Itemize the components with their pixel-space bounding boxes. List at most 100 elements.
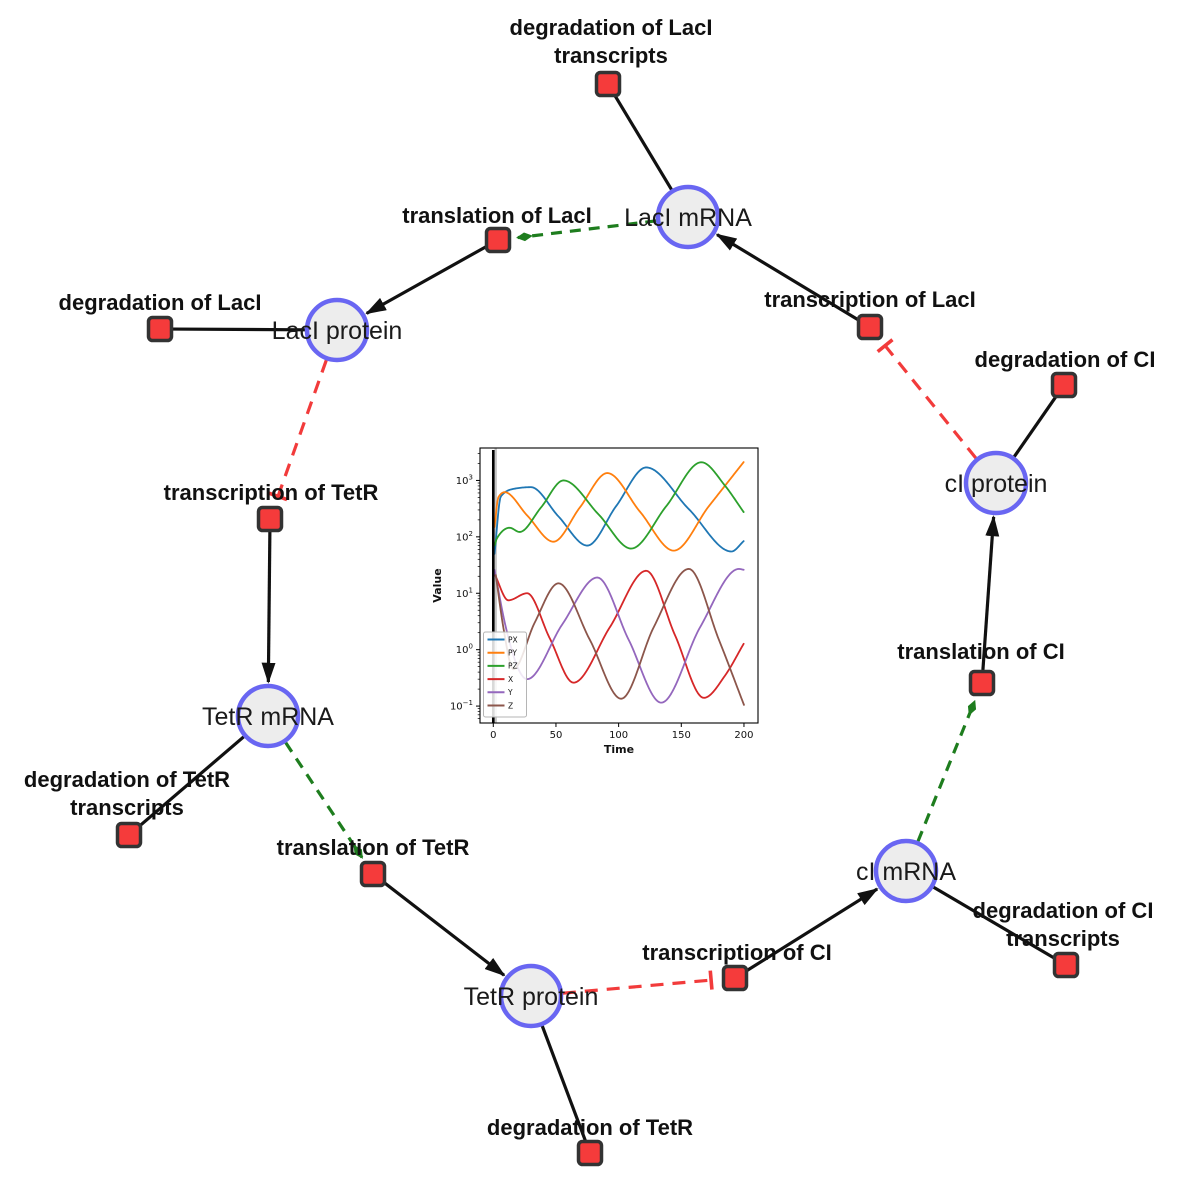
chart-curves — [491, 448, 745, 723]
x-tick-label: 50 — [550, 730, 563, 741]
reaction-node-tc_laci[interactable] — [856, 313, 884, 341]
y-tick-label: 100 — [456, 643, 473, 657]
reaction-label-line: degradation of TetR — [487, 1115, 693, 1140]
reaction-label-line: degradation of LacI — [59, 290, 262, 315]
edge-inhibition-tetr_protein-tc_ci — [562, 978, 712, 995]
edge-production-tc_laci-laci_mrna — [715, 233, 860, 322]
reaction-label-line: transcription of CI — [642, 940, 831, 965]
y-tick-exponent: 0 — [469, 643, 473, 651]
reaction-node-tc_ci[interactable] — [721, 964, 749, 992]
inhibition-tbar-tc_laci — [876, 338, 894, 354]
x-tick-label: 150 — [672, 730, 691, 741]
reaction-label-line: translation of LacI — [402, 203, 591, 228]
species-node-tetr_mrna[interactable] — [235, 683, 301, 749]
edge-modifier-laci_mrna-tl_laci — [516, 219, 657, 242]
species-node-tetr_protein[interactable] — [498, 963, 564, 1029]
y-tick-exponent: −1 — [463, 699, 473, 707]
species-node-ci_protein[interactable] — [963, 450, 1029, 516]
y-axis-label: Value — [431, 568, 444, 602]
species-label-ci_mrna: cI mRNA — [856, 858, 956, 886]
reaction-label-deg_ci_tx: degradation of CI transcripts — [973, 898, 1154, 951]
edge-consumption-laci_mrna-deg_laci_tx — [613, 94, 673, 191]
edge-production-tc_ci-ci_mrna — [745, 887, 879, 973]
inhibition-tbar-tc_ci — [708, 970, 714, 990]
reaction-node-deg_laci[interactable] — [146, 315, 174, 343]
edge-production-tc_tetr-tetr_mrna — [261, 531, 276, 684]
x-tick-label: 100 — [609, 730, 628, 741]
y-tick-base: 10 — [456, 532, 469, 543]
y-tick-label: 10−1 — [450, 699, 473, 713]
edge-production-tl_ci-ci_protein — [981, 515, 1000, 671]
edge-consumption-laci_protein-deg_laci — [172, 327, 306, 332]
reaction-label-deg_tetr: degradation of TetR — [487, 1115, 693, 1140]
legend-label-PX: PX — [508, 635, 518, 644]
reaction-node-deg_laci_tx[interactable] — [594, 70, 622, 98]
chart-series-Z — [494, 568, 745, 706]
y-tick-label: 103 — [456, 473, 473, 487]
reaction-label-line: degradation of CI — [975, 347, 1156, 372]
reaction-label-deg_laci_tx: degradation of LacI transcripts — [510, 15, 713, 68]
reaction-label-line: transcripts — [70, 795, 184, 820]
y-tick-label: 102 — [456, 530, 473, 544]
reaction-label-deg_ci: degradation of CI — [975, 347, 1156, 372]
chart-series-Y — [493, 568, 745, 704]
species-node-laci_protein[interactable] — [304, 297, 370, 363]
reaction-node-deg_ci_tx[interactable] — [1052, 951, 1080, 979]
edge-consumption-ci_protein-deg_ci — [1012, 394, 1058, 458]
nodes-layer — [115, 70, 1080, 1167]
y-tick-exponent: 1 — [469, 586, 473, 594]
y-tick-exponent: 2 — [469, 530, 473, 538]
chart-series-PX — [493, 466, 745, 555]
y-tick-exponent: 3 — [469, 473, 473, 481]
reaction-label-line: translation of CI — [897, 639, 1064, 664]
inhibition-tbar-tc_tetr — [268, 491, 288, 502]
edge-modifier-ci_mrna-tl_ci — [916, 699, 977, 842]
reaction-node-tl_tetr[interactable] — [359, 860, 387, 888]
reaction-label-tc_tetr: transcription of TetR — [164, 480, 379, 505]
edge-consumption-tetr_mrna-deg_tetr_tx — [137, 735, 245, 828]
y-tick-base: 10 — [456, 645, 469, 656]
reaction-label-line: translation of TetR — [277, 835, 470, 860]
x-axis-label: Time — [604, 743, 634, 756]
edge-modifier-tetr_mrna-tl_tetr — [284, 741, 364, 859]
reaction-label-line: transcripts — [554, 43, 668, 68]
reaction-label-line: degradation of TetR — [24, 767, 230, 792]
reaction-label-line: degradation of LacI — [510, 15, 713, 40]
reaction-node-tl_laci[interactable] — [484, 226, 512, 254]
reaction-label-line: degradation of CI — [973, 898, 1154, 923]
x-tick-label: 200 — [734, 730, 753, 741]
reaction-label-line: transcription of TetR — [164, 480, 379, 505]
reaction-node-deg_ci[interactable] — [1050, 371, 1078, 399]
reaction-node-deg_tetr[interactable] — [576, 1139, 604, 1167]
edge-production-tl_tetr-tetr_protein — [382, 880, 506, 977]
species-label-laci_mrna: LacI mRNA — [624, 204, 752, 232]
species-label-ci_protein: cI protein — [945, 470, 1048, 498]
species-node-ci_mrna[interactable] — [873, 838, 939, 904]
legend-label-Y: Y — [507, 688, 513, 697]
reaction-label-deg_laci: degradation of LacI — [59, 290, 262, 315]
reaction-node-tc_tetr[interactable] — [256, 505, 284, 533]
y-tick-label: 101 — [456, 586, 473, 600]
chart-transient-stripe — [494, 448, 497, 723]
legend-label-Z: Z — [508, 701, 513, 710]
y-tick-base: 10 — [456, 476, 469, 487]
x-tick-label: 0 — [490, 730, 496, 741]
reaction-node-tl_ci[interactable] — [968, 669, 996, 697]
edge-inhibition-ci_protein-tc_laci — [883, 344, 978, 460]
species-label-tetr_mrna: TetR mRNA — [202, 703, 334, 731]
legend-label-PY: PY — [508, 649, 517, 658]
y-tick-base: 10 — [456, 589, 469, 600]
species-node-laci_mrna[interactable] — [655, 184, 721, 250]
reaction-label-tl_tetr: translation of TetR — [277, 835, 470, 860]
reaction-label-tc_ci: transcription of CI — [642, 940, 831, 965]
reaction-label-tl_laci: translation of LacI — [402, 203, 591, 228]
reaction-label-tl_ci: translation of CI — [897, 639, 1064, 664]
legend-label-PZ: PZ — [508, 662, 518, 671]
chart-series-X — [493, 569, 745, 699]
reaction-label-line: transcripts — [1006, 926, 1120, 951]
chart-series-PZ — [493, 461, 745, 550]
reaction-node-deg_tetr_tx[interactable] — [115, 821, 143, 849]
reaction-label-deg_tetr_tx: degradation of TetR transcripts — [24, 767, 230, 820]
